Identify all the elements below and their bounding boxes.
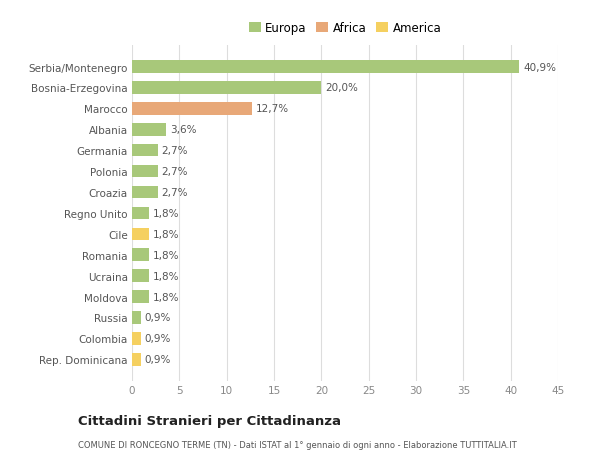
Text: 2,7%: 2,7% [161, 146, 188, 156]
Bar [132, 332, 140, 345]
Bar [132, 82, 322, 95]
Bar [132, 207, 149, 220]
Bar [132, 145, 158, 157]
Bar [132, 228, 149, 241]
Legend: Europa, Africa, America: Europa, Africa, America [245, 18, 445, 38]
Text: 0,9%: 0,9% [145, 354, 170, 364]
Bar [132, 353, 140, 366]
Text: Cittadini Stranieri per Cittadinanza: Cittadini Stranieri per Cittadinanza [78, 414, 341, 428]
Bar [132, 61, 519, 73]
Text: 2,7%: 2,7% [161, 188, 188, 197]
Text: 0,9%: 0,9% [145, 313, 170, 323]
Text: 12,7%: 12,7% [256, 104, 289, 114]
Bar [132, 124, 166, 136]
Text: 1,8%: 1,8% [153, 292, 179, 302]
Text: 1,8%: 1,8% [153, 230, 179, 239]
Text: 40,9%: 40,9% [523, 62, 556, 73]
Bar [132, 312, 140, 324]
Bar [132, 249, 149, 262]
Text: COMUNE DI RONCEGNO TERME (TN) - Dati ISTAT al 1° gennaio di ogni anno - Elaboraz: COMUNE DI RONCEGNO TERME (TN) - Dati IST… [78, 441, 517, 449]
Text: 2,7%: 2,7% [161, 167, 188, 177]
Text: 1,8%: 1,8% [153, 250, 179, 260]
Bar [132, 165, 158, 178]
Text: 1,8%: 1,8% [153, 208, 179, 218]
Bar [132, 291, 149, 303]
Text: 3,6%: 3,6% [170, 125, 196, 135]
Bar [132, 186, 158, 199]
Text: 0,9%: 0,9% [145, 334, 170, 344]
Bar [132, 103, 252, 115]
Bar [132, 270, 149, 282]
Text: 1,8%: 1,8% [153, 271, 179, 281]
Text: 20,0%: 20,0% [325, 83, 358, 93]
